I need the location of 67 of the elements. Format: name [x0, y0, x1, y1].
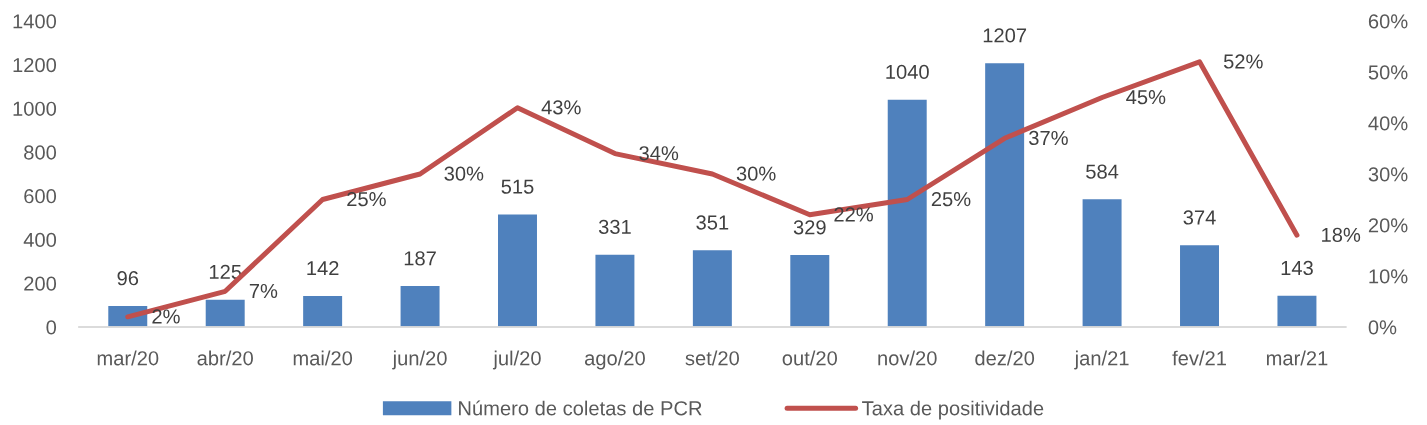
x-tick-label: abr/20 [197, 350, 253, 366]
data-label: 34% [639, 146, 679, 161]
x-tick-label: out/20 [782, 350, 837, 366]
x-tick-label: mar/21 [1266, 350, 1328, 366]
y-tick-label: 200 [24, 276, 57, 291]
data-label: 18% [1322, 227, 1361, 242]
bar [205, 299, 245, 327]
bar [985, 63, 1025, 327]
bar [790, 255, 830, 327]
y2-tick-label: 50% [1368, 65, 1408, 80]
legend-label: Taxa de positividade [862, 400, 1044, 420]
legend-label: Número de coletas de PCR [459, 400, 702, 416]
data-label: 143 [1281, 260, 1313, 276]
bar [1082, 199, 1122, 327]
data-label: 584 [1086, 164, 1119, 179]
data-label: 22% [834, 207, 873, 222]
y-tick-label: 1400 [13, 14, 57, 29]
x-tick-label: jul/20 [492, 350, 541, 370]
y2-tick-label: 60% [1368, 14, 1408, 29]
data-label: 30% [736, 166, 776, 181]
data-label: 187 [404, 251, 436, 266]
bar [400, 286, 440, 327]
bar [595, 254, 635, 327]
x-tick-label: dez/20 [975, 350, 1035, 366]
y2-tick-label: 0% [1368, 320, 1397, 335]
y-tick-label: 600 [24, 189, 57, 204]
data-label: 30% [444, 166, 484, 181]
data-label: 52% [1223, 54, 1263, 69]
data-label: 25% [931, 192, 971, 207]
bar [498, 214, 537, 327]
y-tick-label: 1200 [13, 57, 57, 73]
bar [303, 295, 343, 327]
y-tick-label: 800 [24, 145, 57, 160]
data-label: 43% [541, 100, 581, 115]
y-tick-label: 0 [46, 320, 57, 335]
data-label: 45% [1126, 90, 1166, 105]
data-label: 7% [249, 283, 278, 299]
data-label: 142 [307, 261, 339, 276]
data-label: 25% [347, 192, 386, 207]
y2-tick-label: 40% [1368, 116, 1408, 131]
data-label: 515 [501, 179, 534, 194]
y2-tick-label: 10% [1369, 269, 1408, 284]
x-tick-label: jan/21 [1074, 350, 1129, 370]
data-label: 2% [152, 309, 180, 324]
data-label: 1040 [886, 64, 929, 80]
data-label: 96 [117, 271, 139, 286]
x-tick-label: nov/20 [878, 350, 937, 366]
bar [887, 99, 927, 327]
data-label: 1207 [983, 28, 1027, 43]
y-tick-label: 1000 [13, 101, 57, 116]
y-tick-label: 400 [23, 232, 57, 248]
data-label: 329 [793, 220, 826, 235]
x-tick-label: mar/20 [97, 350, 159, 366]
data-label: 374 [1183, 210, 1216, 225]
x-tick-label: ago/20 [584, 350, 645, 370]
bar [692, 250, 732, 327]
y2-tick-label: 20% [1368, 218, 1408, 233]
y2-tick-label: 30% [1368, 167, 1408, 182]
x-tick-label: set/20 [685, 350, 739, 366]
bar [1277, 295, 1317, 327]
x-tick-label: jun/20 [392, 350, 447, 370]
x-tick-label: fev/21 [1172, 350, 1226, 366]
data-label: 37% [1029, 130, 1068, 146]
x-tick-label: mai/20 [293, 350, 353, 366]
data-label: 331 [598, 219, 631, 234]
data-label: 351 [696, 215, 729, 230]
bar [1180, 245, 1219, 327]
